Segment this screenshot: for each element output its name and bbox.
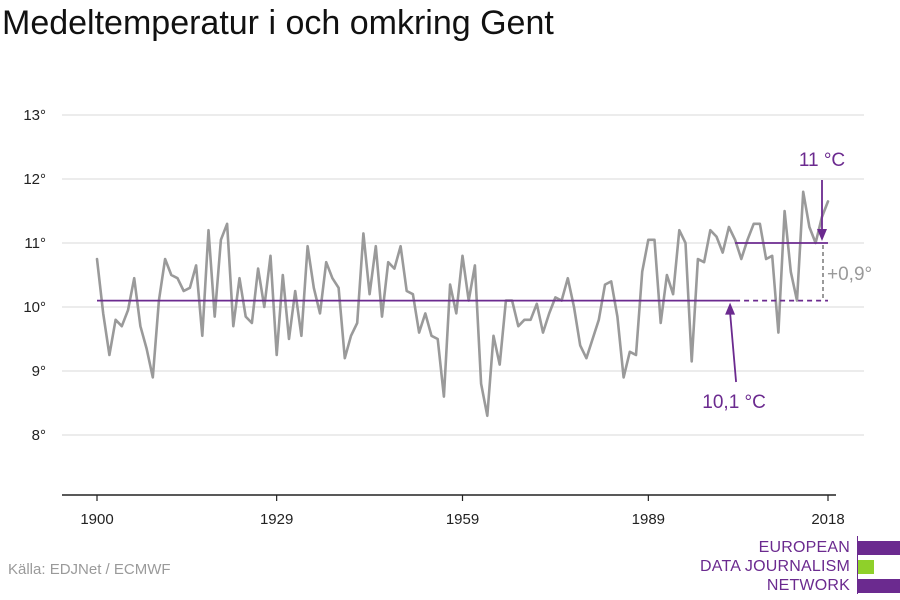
y-tick-label: 10° [23,299,46,316]
x-tick-label: 2018 [811,511,844,528]
x-tick-label: 1900 [80,511,113,528]
logo-bar-purple-bottom [858,579,900,593]
baseline-label: 10,1 °C [702,392,766,413]
grid [62,114,864,436]
series-layer [95,190,830,418]
series-line-temperature [95,190,830,418]
x-tick-label: 1929 [260,511,293,528]
edjnet-logo: EUROPEAN DATA JOURNALISM NETWORK [690,536,900,596]
logo-line-1: EUROPEAN [758,539,850,556]
logo-line-3: NETWORK [766,577,850,594]
logo-text: EUROPEAN DATA JOURNALISM NETWORK [700,538,850,595]
logo-bar-purple [858,541,900,555]
baseline-arrow-shaft [729,312,737,383]
y-tick-label: 8° [32,427,46,444]
y-tick-label: 13° [23,107,46,124]
annotations: +0,9° 11 °C 10,1 °C [97,150,872,413]
chart-title: Medeltemperatur i och omkring Gent [2,4,554,42]
y-tick-label: 12° [23,171,46,188]
recent-mean-label: 11 °C [799,150,845,171]
x-tick-label: 1989 [632,511,665,528]
y-tick-label: 11° [24,235,46,252]
x-tick-label: 1959 [446,511,479,528]
logo-line-2: DATA JOURNALISM [700,558,850,575]
logo-divider [857,536,858,594]
source-note: Källa: EDJNet / ECMWF [8,561,171,578]
axes: 8° 9° 10° 11° 12° 13° 1900 1929 1959 1989 2018 [23,107,844,528]
logo-bar-green [858,560,874,574]
delta-label: +0,9° [827,264,872,285]
baseline-arrow-head [725,302,736,315]
y-tick-label: 9° [32,363,46,380]
recent-arrow-head [817,229,827,241]
